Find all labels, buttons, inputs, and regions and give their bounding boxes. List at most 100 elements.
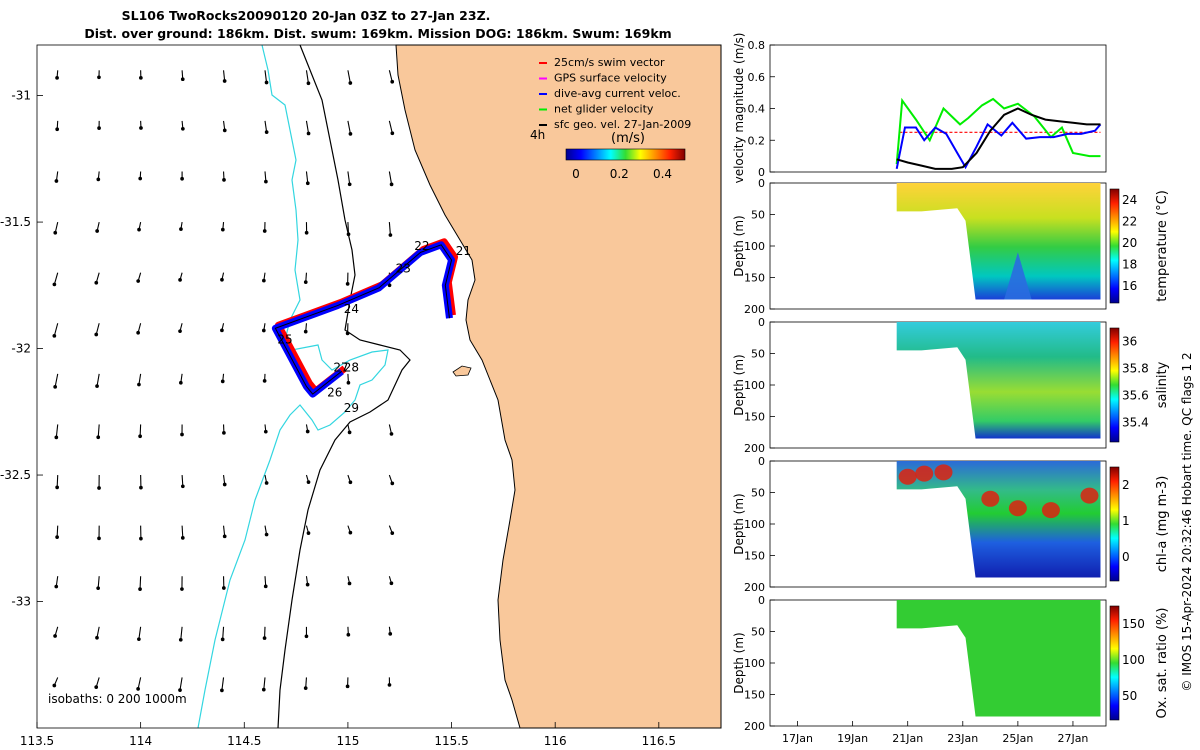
section-data-area	[896, 600, 1101, 717]
section-colorbar-tick: 18	[1122, 258, 1137, 272]
land-area	[395, 44, 722, 729]
day-label: 23	[396, 262, 411, 276]
velocity-arrowhead	[264, 179, 268, 184]
velocity-arrow	[56, 525, 59, 538]
velocity-arrowhead	[303, 329, 308, 334]
title-line-1: SL106 TwoRocks20090120 20-Jan 03Z to 27-…	[122, 8, 491, 23]
velocity-arrowhead	[263, 429, 268, 434]
day-label: 22	[414, 239, 429, 253]
legend-entry: dive-avg current veloc.	[554, 87, 681, 100]
velocity-arrowhead	[221, 586, 226, 590]
section-ylabel: Depth (m)	[732, 354, 746, 415]
velocity-arrowhead	[220, 227, 225, 232]
section-ytick-label: 150	[744, 411, 765, 424]
map-ytick-label: -31.5	[0, 215, 31, 229]
velocity-arrowhead	[220, 277, 224, 282]
section-ytick-label: 200	[744, 303, 765, 316]
velocity-arrow	[180, 626, 183, 640]
map-ticks: 113.5 114 114.5 115 115.5 116 116.5 -31 -31.5 -32…	[0, 89, 676, 748]
velocity-arrowhead	[387, 283, 392, 288]
velocity-arrowhead	[54, 584, 59, 589]
map-xtick-label: 116	[544, 734, 567, 748]
velocity-arrow	[388, 70, 393, 82]
velocity-arrow	[347, 120, 351, 134]
surface-velocity-arrows	[52, 70, 395, 693]
section-ytick-label: 0	[758, 594, 765, 607]
velocity-arrowhead	[137, 637, 141, 642]
map-colorbar	[565, 148, 686, 161]
island	[452, 365, 472, 377]
legend-entry: net glider velocity	[554, 103, 654, 116]
velocity-arrowhead	[306, 81, 311, 86]
velocity-arrow	[137, 677, 142, 689]
track-centerline	[274, 244, 453, 395]
section-colorbar-tick: 24	[1122, 193, 1137, 207]
velocity-arrow	[221, 677, 225, 691]
section-panel: Depth (m) 0 50 100 150 200 35.4 35.6 35.8 36 salin…	[732, 316, 1170, 455]
section-ylabel: Depth (m)	[732, 632, 746, 693]
chl-maximum-patch	[1041, 502, 1060, 519]
legend-scale-label: 4h	[530, 128, 545, 142]
time-tick-label: 19Jan	[837, 732, 868, 745]
section-colorbar	[1109, 327, 1120, 443]
velocity-arrowhead	[180, 77, 185, 82]
isobaths-label: isobaths: 0 200 1000m	[48, 692, 187, 706]
section-ytick-label: 0	[758, 316, 765, 329]
section-colorbar-tick: 2	[1122, 478, 1130, 492]
map-xtick-label: 115.5	[434, 734, 468, 748]
velocity-arrowhead	[178, 688, 182, 692]
section-ytick-label: 50	[751, 348, 765, 361]
velocity-arrow	[347, 171, 351, 185]
velocity-arrowhead	[222, 178, 226, 182]
velocity-arrowhead	[304, 230, 309, 235]
map-colorbar-title: (m/s)	[611, 131, 645, 146]
section-ytick-label: 200	[744, 442, 765, 455]
velocity-arrowhead	[303, 686, 308, 690]
velocity-arrowhead	[347, 430, 352, 435]
velocity-arrowhead	[388, 632, 393, 636]
velocity-arrowhead	[178, 380, 183, 385]
section-colorbar-tick: 0	[1122, 550, 1130, 564]
side-caption: © IMOS 15-Apr-2024 20:32:46 Hobart time.…	[1180, 352, 1194, 691]
velocity-arrowhead	[264, 532, 269, 537]
velocity-arrowhead	[306, 480, 311, 484]
map-ytick-label: -31	[11, 89, 31, 103]
map-ytick-label: -32	[11, 342, 31, 356]
legend-entry: sfc geo. vel. 27-Jan-2009	[554, 118, 691, 131]
velocity-arrowhead	[55, 485, 59, 490]
chl-maximum-patch	[1080, 487, 1099, 504]
velocity-ylabel: velocity magnitude (m/s)	[732, 33, 746, 184]
section-colorbar-tick: 35.8	[1122, 362, 1149, 376]
velocity-arrowhead	[220, 379, 225, 384]
time-tick-label: 17Jan	[782, 732, 813, 745]
velocity-arrow	[347, 222, 350, 235]
velocity-arrowhead	[305, 429, 310, 434]
time-tick-label: 27Jan	[1057, 732, 1088, 745]
section-panel: Depth (m) 0 50 100 150 200 16 18 20 22 24 temperatu…	[732, 177, 1170, 316]
map-ytick-label: -32.5	[0, 468, 31, 482]
velocity-arrowhead	[390, 79, 395, 84]
day-label: 24	[344, 302, 359, 316]
velocity-arrowhead	[387, 683, 392, 687]
velocity-arrowhead	[345, 282, 350, 286]
velocity-arrowhead	[139, 75, 143, 80]
map-frame	[36, 44, 722, 729]
velocity-arrowhead	[180, 432, 184, 437]
velocity-arrowhead	[389, 581, 394, 586]
chl-maximum-patch	[915, 465, 934, 482]
section-ytick-label: 100	[744, 657, 765, 670]
section-ytick-label: 50	[751, 626, 765, 639]
chl-maximum-patch	[981, 490, 1000, 507]
velocity-arrow	[388, 171, 393, 185]
velocity-arrowhead	[262, 278, 266, 283]
velocity-arrowhead	[139, 485, 143, 490]
velocity-arrow	[263, 677, 266, 690]
title-line-2: Dist. over ground: 186km. Dist. swum: 16…	[84, 26, 671, 41]
velocity-arrowhead	[97, 486, 101, 490]
velocity-arrowhead	[220, 328, 224, 333]
velocity-arrow	[138, 626, 142, 640]
velocity-arrowhead	[222, 79, 227, 83]
section-colorbar-tick: 20	[1122, 236, 1137, 250]
velocity-arrowhead	[180, 535, 185, 540]
